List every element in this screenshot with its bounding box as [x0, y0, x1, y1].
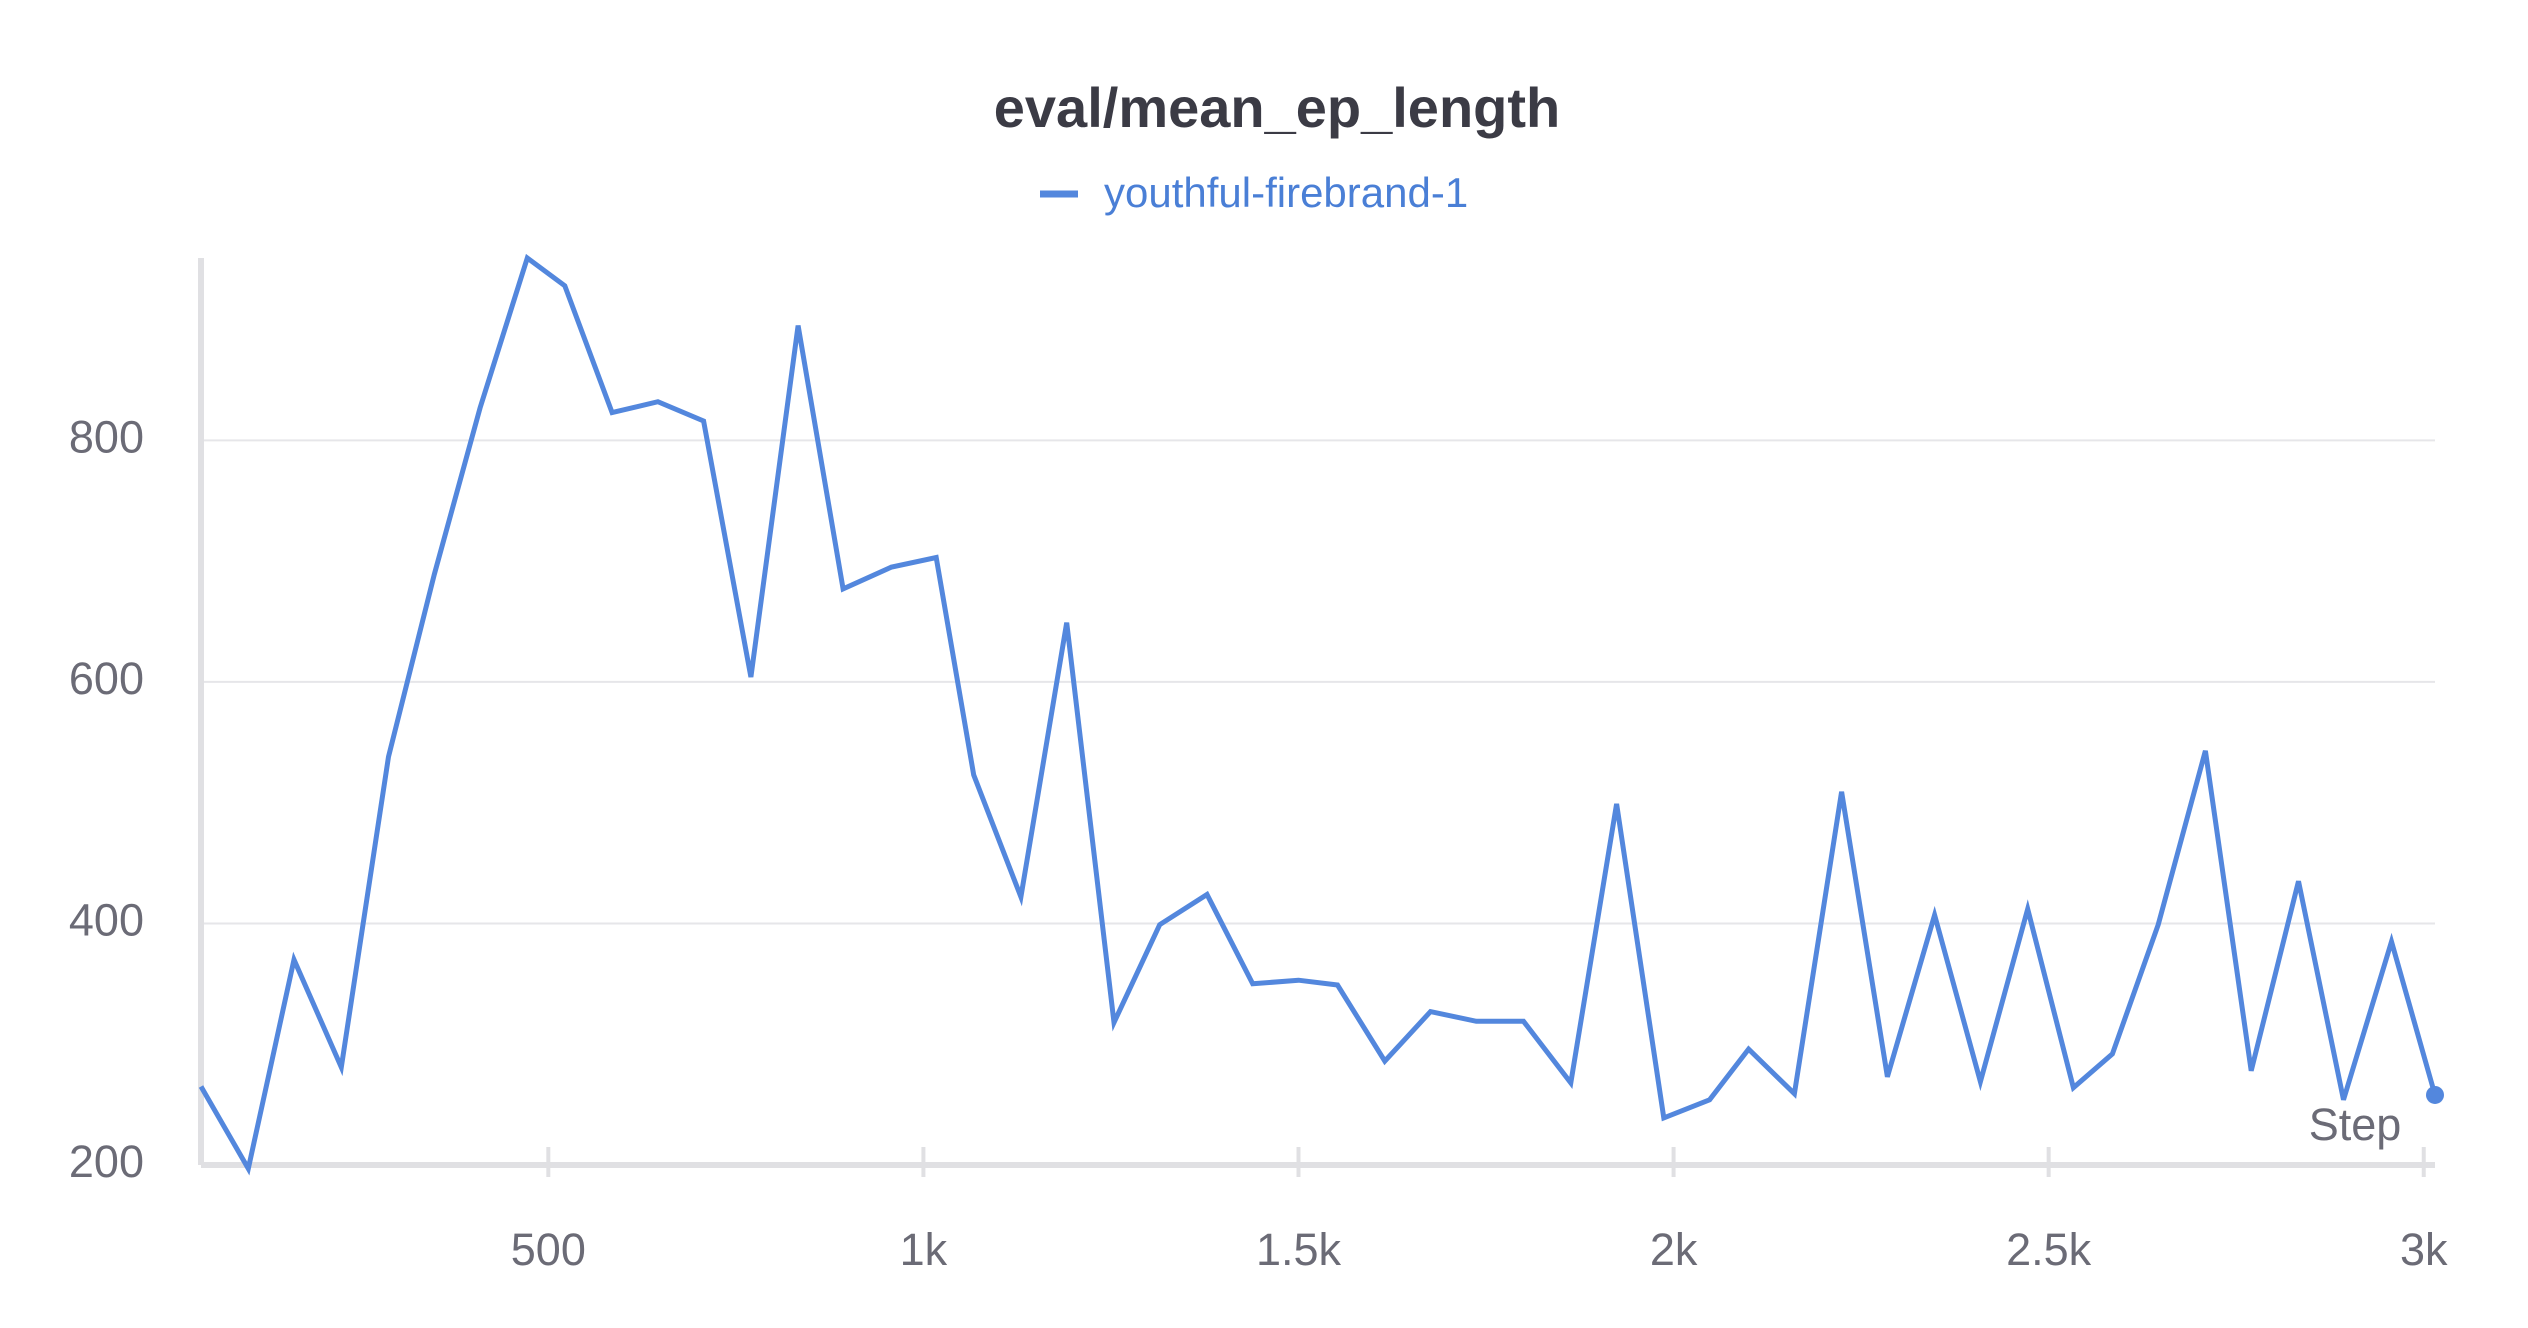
x-tick-label: 3k	[2400, 1224, 2448, 1275]
y-tick-label: 600	[69, 653, 144, 704]
last-point	[2426, 1085, 2444, 1104]
x-tick-label: 1.5k	[1256, 1224, 1342, 1275]
y-tick-label: 400	[69, 894, 144, 945]
x-tick-label: 1k	[900, 1224, 948, 1275]
y-tick-label: 800	[69, 411, 144, 462]
x-tick-label: 2.5k	[2006, 1224, 2092, 1275]
x-tick-label: 500	[511, 1224, 586, 1275]
legend-label[interactable]: youthful-firebrand-1	[1104, 169, 1468, 216]
series-line	[198, 253, 2438, 1176]
x-tick-label: 2k	[1650, 1224, 1698, 1275]
chart-title: eval/mean_ep_length	[994, 76, 1560, 139]
x-axis-label: Step	[2309, 1099, 2402, 1150]
y-tick-label: 200	[69, 1136, 144, 1187]
